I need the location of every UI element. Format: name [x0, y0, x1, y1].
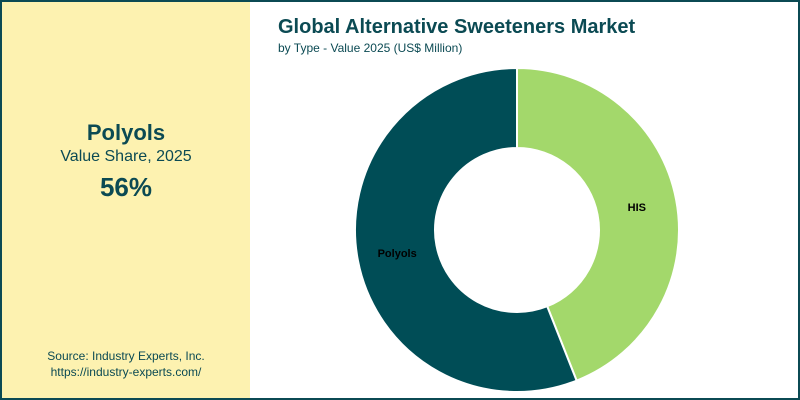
highlight-value: 56% [99, 172, 153, 202]
slice-label-his: HIS [628, 202, 646, 214]
chart-title: Global Alternative Sweeteners Market [278, 16, 636, 38]
source-note: Source: Industry Experts, Inc. https://i… [2, 348, 250, 380]
highlight-segment: Polyols [86, 120, 166, 145]
slice-his [516, 66, 680, 382]
slice-label-polyols: Polyols [378, 248, 417, 260]
source-url: https://industry-experts.com/ [50, 365, 202, 379]
chart-subtitle: by Type - Value 2025 (US$ Million) [278, 41, 463, 55]
slice-polyols [354, 66, 578, 393]
donut-chart: HIS Polyols [354, 66, 680, 393]
source-line: Source: Industry Experts, Inc. [47, 349, 205, 363]
highlight-label: Value Share, 2025 [60, 148, 192, 165]
highlight-panel: Polyols Value Share, 2025 56% Source: In… [2, 2, 250, 398]
